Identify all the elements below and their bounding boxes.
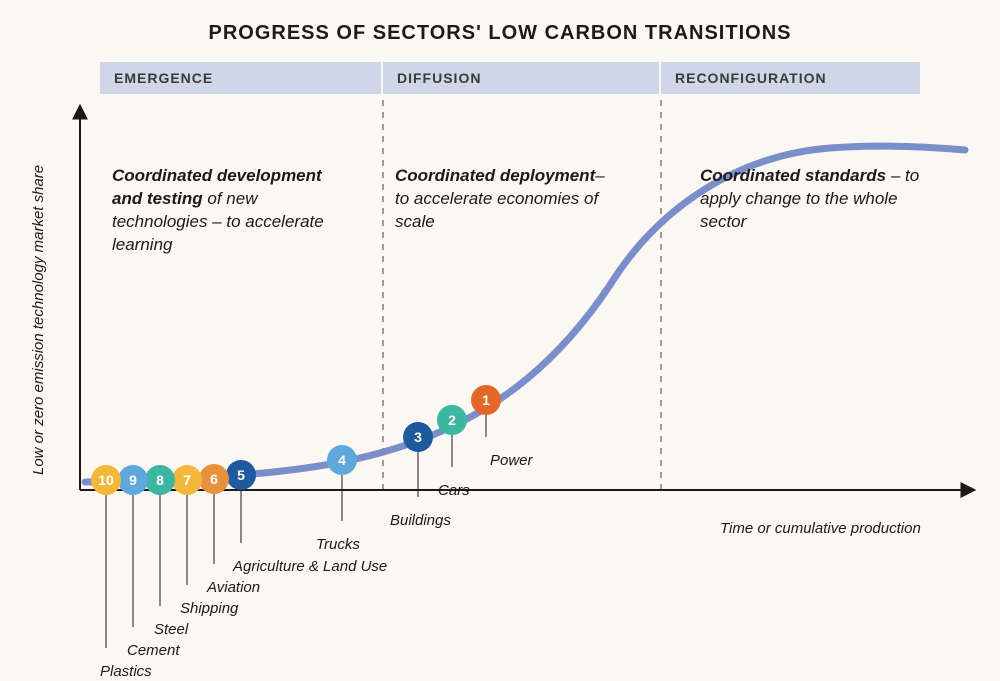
sector-label-shipping: Shipping: [180, 600, 238, 617]
sector-label-agriculture-land-use: Agriculture & Land Use: [233, 558, 387, 575]
svg-text:5: 5: [237, 467, 245, 483]
s-curve-chart: 1 2 3 4 5 6 7 8 9 10: [0, 0, 1000, 681]
svg-text:6: 6: [210, 471, 218, 487]
sector-label-cement: Cement: [127, 642, 180, 659]
sector-label-trucks: Trucks: [316, 536, 360, 553]
sector-label-aviation: Aviation: [207, 579, 260, 596]
svg-text:7: 7: [183, 472, 191, 488]
svg-text:1: 1: [482, 392, 490, 408]
sector-label-steel: Steel: [154, 621, 188, 638]
svg-text:9: 9: [129, 472, 137, 488]
svg-text:8: 8: [156, 472, 164, 488]
sector-label-plastics: Plastics: [100, 663, 152, 680]
y-axis-label: Low or zero emission technology market s…: [30, 165, 47, 475]
phase-description-1: Coordinated deployment– to accelerate ec…: [395, 165, 605, 234]
sector-label-cars: Cars: [438, 482, 470, 499]
phase-description-2: Coordinated standards – to apply change …: [700, 165, 920, 234]
phase-description-0: Coordinated development and testing of n…: [112, 165, 342, 257]
sector-label-buildings: Buildings: [390, 512, 451, 529]
svg-text:2: 2: [448, 412, 456, 428]
svg-text:4: 4: [338, 452, 346, 468]
x-axis-label: Time or cumulative production: [720, 520, 921, 537]
svg-text:3: 3: [414, 429, 422, 445]
svg-text:10: 10: [98, 472, 114, 488]
sector-label-power: Power: [490, 452, 533, 469]
